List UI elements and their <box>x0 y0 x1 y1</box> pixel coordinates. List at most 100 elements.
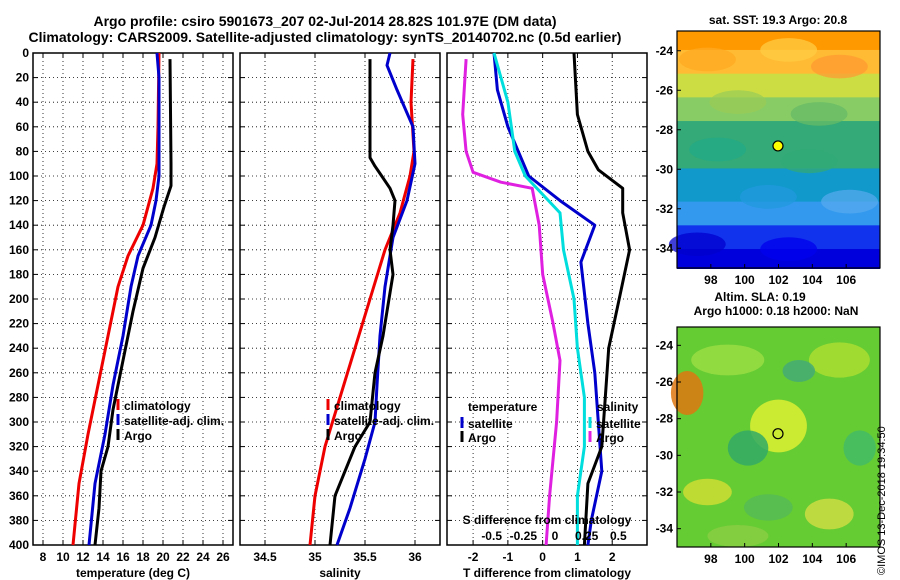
x-tick-label: 2 <box>609 550 616 564</box>
y-tick-label: 320 <box>9 440 29 454</box>
sla-blob <box>843 430 876 466</box>
title-line-2: Climatology: CARS2009. Satellite-adjuste… <box>28 29 622 45</box>
map-y-tick-label: -28 <box>656 123 674 137</box>
legend-label: climatology <box>334 399 401 413</box>
sst-band <box>677 97 880 123</box>
y-tick-label: 280 <box>9 390 29 404</box>
series-line-argo <box>93 59 173 546</box>
x-tick-label: 14 <box>96 550 110 564</box>
legend-label: satellite-adj. clim. <box>334 414 434 428</box>
x-tick-label: 34.5 <box>253 550 277 564</box>
y-tick-label: 40 <box>16 95 30 109</box>
x-tick-label: 16 <box>116 550 130 564</box>
title-line-1: Argo profile: csiro 5901673_207 02-Jul-2… <box>93 13 557 29</box>
y-tick-label: 80 <box>16 144 30 158</box>
map-x-tick-label: 98 <box>704 273 718 287</box>
sla-blob <box>804 498 854 530</box>
x2-tick-label: 0 <box>552 529 559 543</box>
map-x-tick-label: 104 <box>802 273 822 287</box>
map-x-tick-label: 100 <box>735 273 755 287</box>
x-tick-label: 35 <box>308 550 322 564</box>
y-tick-label: 380 <box>9 513 29 527</box>
temperature-panel: 8 10 12 14 16 18 20 22 24 26020406080100120140160… <box>9 46 234 580</box>
y-tick-label: 20 <box>16 71 30 85</box>
sst-map-title: sat. SST: 19.3 Argo: 20.8 <box>709 13 848 27</box>
map-y-tick-label: -30 <box>656 162 674 176</box>
series-line-argo <box>328 59 397 546</box>
sla-blob <box>727 430 769 466</box>
map-x-tick-label: 102 <box>768 552 788 566</box>
series-line-temperature-argo <box>572 52 632 546</box>
legend-label: satellite <box>468 417 513 431</box>
legend-label: Argo <box>468 431 496 445</box>
map-x-tick-label: 106 <box>836 552 856 566</box>
sla-map-title-1: Altim. SLA: 0.19 <box>714 290 806 304</box>
x2-tick-label: 0.5 <box>610 529 627 543</box>
map-x-tick-label: 106 <box>836 273 856 287</box>
salinity-panel: 34.5 35 35.5 36 salinity climatologysatellite… <box>239 52 441 580</box>
y-tick-label: 300 <box>9 415 29 429</box>
legend-label: climatology <box>124 399 191 413</box>
y-tick-label: 340 <box>9 464 29 478</box>
x-tick-label: 20 <box>156 550 170 564</box>
map-y-tick-label: -26 <box>656 375 674 389</box>
x-tick-label: 24 <box>196 550 210 564</box>
x-tick-label: 0 <box>539 550 546 564</box>
map-y-tick-label: -30 <box>656 448 674 462</box>
map-x-tick-label: 104 <box>802 552 822 566</box>
x2-tick-label: 0.25 <box>575 529 599 543</box>
map-y-tick-label: -34 <box>656 241 674 255</box>
sst-blob <box>739 185 797 209</box>
y-tick-label: 360 <box>9 489 29 503</box>
x-tick-label: 1 <box>574 550 581 564</box>
sst-blob <box>679 47 736 72</box>
x-axis-label: temperature (deg C) <box>76 566 190 580</box>
argo-location-marker <box>772 140 784 152</box>
x-tick-label: 22 <box>176 550 190 564</box>
map-y-tick-label: -32 <box>656 202 674 216</box>
legend-label: satellite-adj. clim. <box>124 414 224 428</box>
legend-label: Argo <box>596 431 624 445</box>
map-y-tick-label: -24 <box>656 338 674 352</box>
y-tick-label: 220 <box>9 317 29 331</box>
sla-map-panel: 98 100 102 104 106 -24 -26 -28 -30 -32 -34 Altim. S… <box>656 290 881 566</box>
map-x-tick-label: 98 <box>704 552 718 566</box>
series-line-salinity-satellite <box>492 52 586 545</box>
x-tick-label: -2 <box>468 550 479 564</box>
map-x-tick-label: 102 <box>768 273 788 287</box>
series-line-satellite-adj-clim- <box>87 52 161 546</box>
series-line-salinity-argo <box>461 59 562 546</box>
sst-blob <box>760 38 818 62</box>
x-tick-label: 36 <box>408 550 422 564</box>
x-tick-label: 8 <box>40 550 47 564</box>
y-tick-label: 140 <box>9 218 29 232</box>
legend-label: satellite <box>596 417 641 431</box>
legend-label: Argo <box>334 429 362 443</box>
map-x-tick-label: 100 <box>735 552 755 566</box>
map-y-tick-label: -26 <box>656 83 674 97</box>
x-tick-label: 10 <box>56 550 70 564</box>
series-line-temperature-satellite <box>492 52 604 546</box>
sla-blob <box>683 478 732 506</box>
x-tick-label: 12 <box>76 550 90 564</box>
sst-blob <box>668 232 726 257</box>
x-tick-label: 26 <box>216 550 230 564</box>
legend-title: temperature <box>468 400 538 414</box>
y-tick-label: 60 <box>16 120 30 134</box>
x2-axis-label: S difference from climatology <box>463 513 632 527</box>
x-tick-label: 18 <box>136 550 150 564</box>
y-tick-label: 160 <box>9 243 29 257</box>
sla-blob <box>691 344 765 376</box>
imos-credit: ©IMOS 13-Dec-2018 19:34:50 <box>876 426 888 575</box>
x-tick-label: -1 <box>503 550 514 564</box>
y-tick-label: 120 <box>9 194 29 208</box>
y-tick-label: 200 <box>9 292 29 306</box>
sla-blob <box>782 360 816 382</box>
sst-map-panel: 98 100 102 104 106 -24 -26 -28 -30 -32 -34 sat. SST… <box>656 13 881 287</box>
argo-location-marker <box>772 428 784 440</box>
y-tick-label: 400 <box>9 538 29 552</box>
series-line-satellite-adj-clim- <box>335 52 417 546</box>
map-y-tick-label: -34 <box>656 522 674 536</box>
sst-blob <box>821 189 878 214</box>
